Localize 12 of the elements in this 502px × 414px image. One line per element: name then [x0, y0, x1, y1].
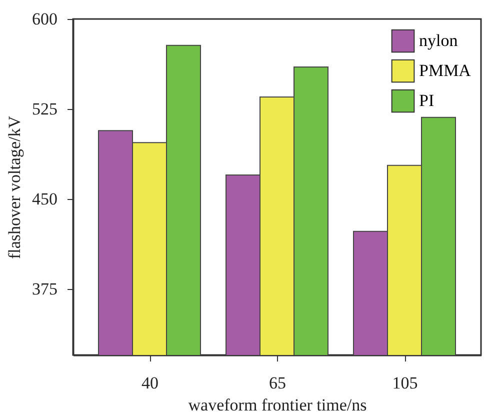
x-tick-label: 65 [269, 374, 286, 392]
x-tick-label: 40 [142, 374, 158, 392]
legend-label: PMMA [419, 61, 472, 80]
x-axis-title: waveform frontier time/ns [188, 396, 367, 414]
legend-label: nylon [419, 31, 458, 50]
x-tick-label: 105 [392, 374, 418, 392]
y-axis-title: flashover voltage/kV [5, 115, 24, 260]
y-tick-label: 600 [32, 10, 58, 28]
y-tick-label: 450 [32, 190, 58, 208]
y-tick-label: 375 [32, 280, 58, 298]
legend-label: PI [419, 91, 434, 110]
y-tick-label: 525 [32, 100, 58, 118]
